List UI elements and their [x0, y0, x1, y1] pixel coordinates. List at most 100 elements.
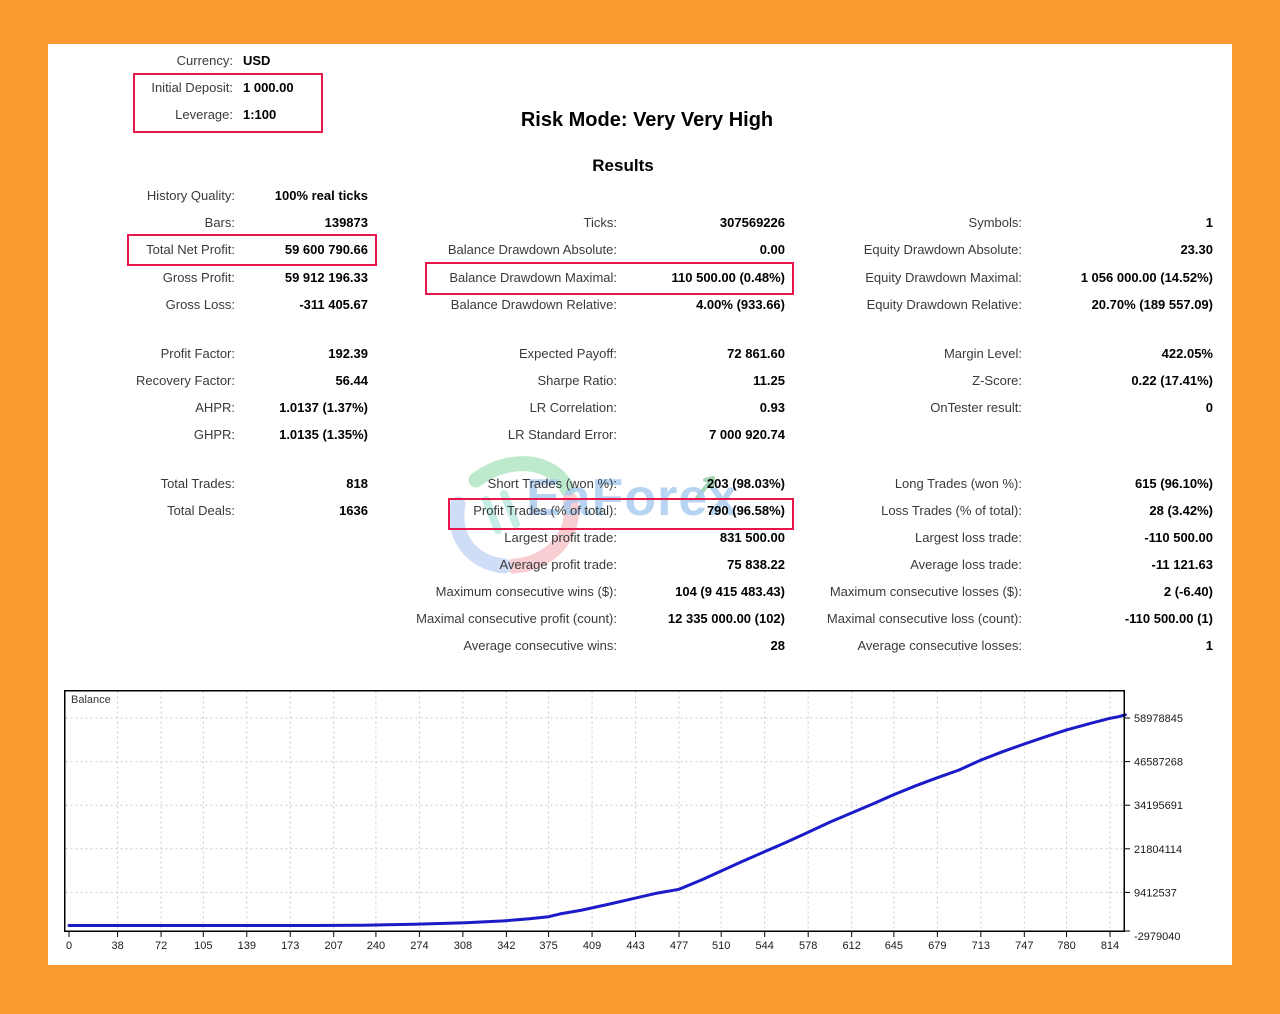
stat-value: 615 (96.10%): [1134, 475, 1213, 491]
stat-label: Gross Loss:: [165, 296, 235, 312]
stat-value: 831 500.00: [719, 529, 785, 545]
account-value: USD: [243, 52, 271, 68]
stat-label: Loss Trades (% of total):: [881, 502, 1022, 518]
svg-text:72: 72: [155, 940, 167, 952]
stat-value: -110 500.00: [1144, 529, 1213, 545]
account-value: 1:100: [243, 106, 277, 122]
stat-row: Recovery Factor: 56.44 Sharpe Ratio: 11.25 Z…: [48, 367, 1232, 394]
stat-label: Largest profit trade:: [504, 529, 617, 545]
stat-value: -311 405.67: [299, 296, 368, 312]
stat-row: Total Deals: 1636 Profit Trades (% of tota…: [48, 497, 1232, 524]
stat-label: Balance Drawdown Absolute:: [447, 242, 617, 257]
stat-label: Average profit trade:: [499, 556, 617, 572]
stat-label: AHPR:: [195, 399, 235, 415]
stat-value: 59 912 196.33: [284, 269, 368, 285]
stat-label: Total Deals:: [167, 502, 235, 518]
svg-text:21804114: 21804114: [1134, 844, 1182, 856]
svg-text:9412537: 9412537: [1134, 887, 1177, 899]
svg-text:38: 38: [111, 940, 123, 952]
stat-value: 20.70% (189 557.09): [1091, 296, 1213, 312]
stat-label: Z-Score:: [972, 372, 1022, 388]
account-label: Initial Deposit:: [151, 79, 233, 95]
svg-text:814: 814: [1101, 940, 1119, 952]
stat-value: 192.39: [328, 345, 368, 361]
stat-row: Profit Factor: 192.39 Expected Payoff: 72 8…: [48, 340, 1232, 367]
stat-value: 59 600 790.66: [284, 242, 368, 257]
stat-value: 4.00% (933.66): [696, 296, 785, 312]
stat-row: Average consecutive wins: 28 Average conse…: [48, 632, 1232, 659]
balance-chart: Balance 0 38 72 105 139 173 207 240 274 308 342 375…: [64, 690, 1226, 962]
stat-value: 28 (3.42%): [1149, 502, 1213, 518]
stat-label: Total Net Profit:: [146, 242, 235, 257]
svg-text:679: 679: [928, 940, 946, 952]
account-label: Currency:: [176, 52, 233, 68]
stat-value: 203 (98.03%): [706, 475, 785, 491]
stat-value: 56.44: [335, 372, 368, 388]
stat-value: 0: [1205, 399, 1213, 415]
stat-row: Maximum consecutive wins ($): 104 (9 415 …: [48, 578, 1232, 605]
svg-text:342: 342: [497, 940, 515, 952]
stat-row: GHPR: 1.0135 (1.35%) LR Standard Error: 7 0…: [48, 421, 1232, 448]
stat-value: 7 000 920.74: [709, 426, 785, 442]
stat-label: Maximal consecutive loss (count):: [826, 610, 1022, 626]
stat-label: Average loss trade:: [910, 556, 1022, 572]
stat-row: Gross Profit: 59 912 196.33 Balance Drawdo…: [48, 264, 1232, 291]
stat-label: Profit Trades (% of total):: [473, 502, 617, 518]
results-heading: Results: [592, 156, 654, 175]
stat-label: Short Trades (won %):: [487, 475, 617, 491]
svg-text:747: 747: [1015, 940, 1033, 952]
stat-label: Maximal consecutive profit (count):: [416, 610, 617, 626]
stat-row: Total Trades: 818 Short Trades (won %): 203…: [48, 470, 1232, 497]
stat-label: Equity Drawdown Relative:: [866, 296, 1022, 312]
balance-chart-canvas: 0 38 72 105 139 173 207 240 274 308 342 375 409 443 47…: [64, 690, 1183, 952]
stat-row: Average profit trade: 75 838.22 Average lo…: [48, 551, 1232, 578]
stat-label: OnTester result:: [930, 399, 1022, 415]
stat-label: History Quality:: [146, 188, 235, 203]
stat-value: 0.93: [759, 399, 785, 415]
stat-label: Profit Factor:: [160, 345, 235, 361]
stat-label: Balance Drawdown Maximal:: [449, 269, 617, 285]
stat-label: Sharpe Ratio:: [537, 372, 618, 388]
stat-label: Recovery Factor:: [136, 372, 235, 388]
stat-label: LR Standard Error:: [507, 426, 617, 442]
stat-value: 11.25: [753, 372, 785, 388]
svg-text:58978845: 58978845: [1134, 713, 1183, 725]
svg-text:274: 274: [410, 940, 428, 952]
stat-row: History Quality: 100% real ticks: [48, 182, 1232, 209]
stat-label: Expected Payoff:: [518, 345, 617, 361]
stat-label: Symbols:: [968, 215, 1022, 230]
stat-value: 790 (96.58%): [706, 502, 785, 518]
stat-value: 28: [770, 637, 785, 653]
stat-value: 0.00: [759, 242, 785, 257]
stat-value: 2 (-6.40): [1163, 583, 1213, 599]
stat-row: AHPR: 1.0137 (1.37%) LR Correlation: 0.93 On…: [48, 394, 1232, 421]
svg-text:105: 105: [194, 940, 212, 952]
stat-value: 1636: [339, 502, 368, 518]
stat-value: 139873: [324, 215, 368, 230]
stat-label: Total Trades:: [160, 475, 235, 491]
svg-text:578: 578: [799, 940, 817, 952]
stat-value: 0.22 (17.41%): [1131, 372, 1213, 388]
stat-value: 23.30: [1180, 242, 1213, 257]
stat-value: -110 500.00 (1): [1124, 610, 1213, 626]
svg-text:34195691: 34195691: [1134, 800, 1183, 812]
stat-row: Bars: 139873 Ticks: 307569226 Symbols: 1: [48, 209, 1232, 236]
stat-value: 422.05%: [1161, 345, 1213, 361]
stat-label: Equity Drawdown Maximal:: [865, 269, 1022, 285]
svg-text:173: 173: [281, 940, 299, 952]
stat-label: Balance Drawdown Relative:: [450, 296, 617, 312]
stat-label: Equity Drawdown Absolute:: [863, 242, 1022, 257]
stat-label: Margin Level:: [943, 345, 1022, 361]
stat-row: Maximal consecutive profit (count): 12 33…: [48, 605, 1232, 632]
risk-mode-heading: Risk Mode: Very Very High: [520, 109, 774, 131]
account-row: Initial Deposit: 1 000.00: [48, 74, 1232, 101]
svg-text:409: 409: [583, 940, 601, 952]
stat-value: -11 121.63: [1151, 556, 1213, 572]
stat-value: 1: [1205, 637, 1213, 653]
svg-text:612: 612: [842, 940, 860, 952]
svg-text:-2979040: -2979040: [1134, 931, 1181, 943]
stat-value: 110 500.00 (0.48%): [671, 269, 785, 285]
stat-label: Largest loss trade:: [915, 529, 1022, 545]
stat-label: Maximum consecutive wins ($):: [435, 583, 617, 599]
chart-legend: Balance: [71, 694, 111, 706]
